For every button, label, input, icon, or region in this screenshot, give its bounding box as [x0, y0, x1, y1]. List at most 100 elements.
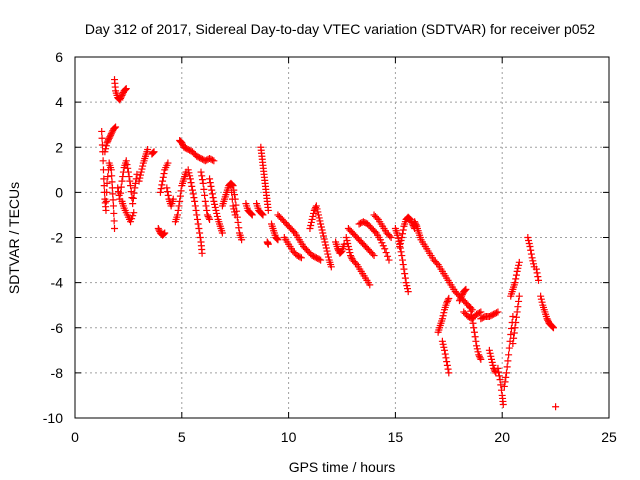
data-point: [154, 224, 162, 232]
data-point: [213, 212, 221, 220]
data-point: [470, 328, 478, 336]
data-point: [296, 253, 304, 261]
data-point: [176, 197, 184, 205]
y-tick-label: 6: [55, 49, 63, 65]
data-point: [443, 297, 451, 305]
data-point: [475, 351, 483, 359]
data-point: [474, 348, 482, 356]
data-point: [228, 188, 236, 196]
data-point: [455, 297, 463, 305]
data-point: [108, 128, 116, 136]
data-point: [530, 260, 538, 268]
data-point: [441, 346, 449, 354]
data-point: [206, 179, 214, 187]
data-point: [503, 363, 511, 371]
data-point: [204, 212, 212, 220]
data-point: [473, 345, 481, 353]
data-point: [347, 252, 355, 260]
data-point: [227, 182, 235, 190]
data-point: [473, 342, 481, 350]
y-axis-label: SDTVAR / TECUs: [6, 182, 22, 294]
data-point: [272, 234, 280, 242]
data-point: [102, 197, 110, 205]
data-point: [102, 142, 110, 150]
data-point: [400, 265, 408, 273]
data-point: [105, 134, 113, 142]
data-point: [510, 334, 518, 342]
data-point: [500, 382, 508, 390]
data-point: [315, 255, 323, 263]
data-point: [307, 221, 315, 229]
data-point: [102, 145, 110, 153]
data-point: [103, 179, 111, 187]
data-point: [159, 230, 167, 238]
data-point: [494, 308, 502, 316]
data-point: [398, 234, 406, 241]
data-points: [98, 76, 560, 411]
data-point: [179, 140, 187, 148]
data-point: [443, 361, 451, 369]
data-point: [178, 139, 186, 147]
data-point: [515, 292, 523, 300]
data-point: [119, 90, 127, 98]
data-point: [318, 226, 326, 234]
data-point: [131, 184, 139, 192]
y-tick-label: 4: [55, 94, 63, 110]
data-point: [320, 235, 328, 243]
data-point: [534, 273, 542, 281]
data-point: [137, 168, 145, 176]
data-point: [467, 307, 475, 315]
data-point: [158, 181, 166, 189]
data-point: [206, 175, 214, 183]
data-point: [201, 197, 209, 205]
data-point: [468, 311, 476, 319]
data-point: [366, 281, 374, 289]
data-point: [438, 337, 446, 345]
data-point: [136, 174, 144, 182]
data-point: [471, 333, 479, 341]
data-point: [99, 157, 107, 165]
data-point: [229, 202, 237, 210]
data-point: [513, 267, 521, 275]
data-point: [230, 208, 238, 216]
data-point: [445, 294, 453, 302]
data-point: [535, 276, 543, 284]
data-point: [297, 254, 305, 262]
data-point: [337, 248, 345, 256]
data-point: [445, 369, 453, 377]
data-point: [193, 211, 201, 219]
data-point: [235, 224, 243, 232]
data-point: [548, 322, 556, 330]
data-point: [127, 218, 135, 226]
y-tick-label: -10: [43, 410, 63, 426]
data-point: [104, 173, 112, 181]
data-point: [485, 346, 493, 354]
data-point: [397, 237, 405, 245]
data-point: [404, 288, 412, 296]
data-point: [135, 177, 143, 185]
data-point: [273, 235, 281, 243]
data-point: [203, 206, 211, 214]
data-point: [114, 184, 122, 192]
chart-title: Day 312 of 2017, Sidereal Day-to-day VTE…: [85, 21, 595, 37]
data-point: [327, 263, 335, 271]
data-point: [441, 350, 449, 358]
data-point: [164, 188, 172, 196]
data-point: [456, 295, 464, 303]
data-point: [247, 209, 255, 217]
data-point: [130, 209, 138, 217]
data-point: [322, 241, 330, 249]
data-point: [129, 194, 137, 202]
data-point: [433, 259, 441, 267]
data-point: [344, 243, 352, 251]
data-point: [98, 134, 106, 142]
data-point: [264, 206, 272, 214]
data-point: [444, 365, 452, 373]
data-point: [123, 161, 131, 169]
data-point: [118, 177, 126, 185]
data-point: [501, 378, 509, 386]
data-point: [466, 303, 474, 311]
data-point: [193, 215, 201, 223]
data-point: [190, 194, 198, 202]
